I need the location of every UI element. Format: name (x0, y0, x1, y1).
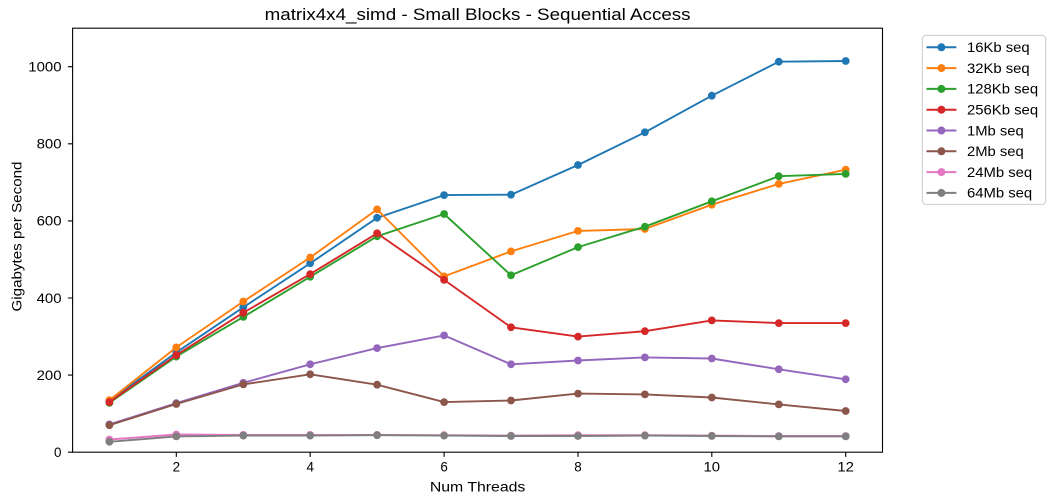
svg-text:Gigabytes per Second: Gigabytes per Second (10, 162, 25, 312)
svg-text:12: 12 (837, 460, 854, 475)
svg-text:32Kb seq: 32Kb seq (967, 61, 1030, 76)
svg-text:10: 10 (704, 460, 721, 475)
svg-text:24Mb seq: 24Mb seq (967, 165, 1032, 180)
svg-text:8: 8 (574, 460, 581, 475)
svg-text:16Kb seq: 16Kb seq (967, 40, 1030, 55)
svg-text:400: 400 (37, 291, 62, 306)
svg-text:2Mb seq: 2Mb seq (967, 144, 1024, 159)
svg-text:128Kb seq: 128Kb seq (967, 82, 1038, 97)
svg-text:256Kb seq: 256Kb seq (967, 103, 1038, 118)
svg-text:800: 800 (37, 137, 62, 152)
svg-text:2: 2 (173, 460, 180, 475)
svg-text:Num Threads: Num Threads (430, 480, 526, 495)
svg-text:600: 600 (37, 214, 62, 229)
svg-text:matrix4x4_simd - Small Blocks: matrix4x4_simd - Small Blocks - Sequenti… (265, 6, 691, 24)
svg-text:200: 200 (37, 368, 62, 383)
svg-text:1000: 1000 (28, 60, 61, 75)
svg-text:64Mb seq: 64Mb seq (967, 186, 1032, 201)
svg-text:1Mb seq: 1Mb seq (967, 123, 1024, 138)
svg-text:6: 6 (440, 460, 447, 475)
svg-text:0: 0 (54, 445, 61, 460)
svg-text:4: 4 (306, 460, 314, 475)
